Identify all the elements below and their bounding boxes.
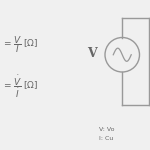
Text: V: V xyxy=(87,47,96,60)
Text: V: Vo: V: Vo xyxy=(99,127,114,132)
Text: I: Cu: I: Cu xyxy=(99,136,113,141)
Text: $= \dfrac{V}{I}\ [\Omega]$: $= \dfrac{V}{I}\ [\Omega]$ xyxy=(2,35,38,55)
Text: $= \dfrac{\dot{V}}{\dot{I}}\ [\Omega]$: $= \dfrac{\dot{V}}{\dot{I}}\ [\Omega]$ xyxy=(2,74,38,100)
